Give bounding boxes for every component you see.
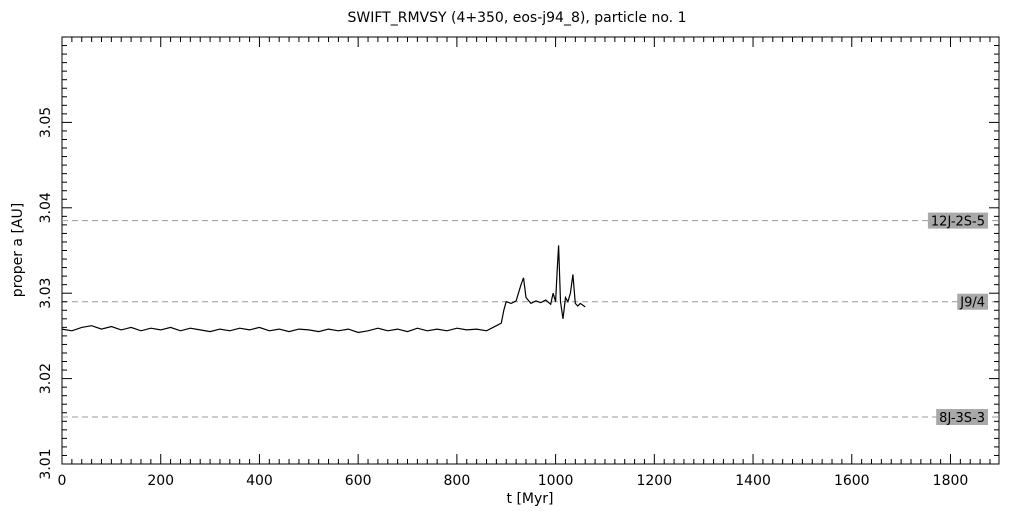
x-tick-label: 0 [58,473,67,489]
resonance-label-box [927,212,988,229]
resonance-labels: 12J-2S-5 J9/4 8J-3S-3 [927,212,988,426]
resonance-label-text: J9/4 [959,296,985,311]
axis-ticks [61,37,999,465]
resonance-label: 12J-2S-5 [927,212,988,230]
resonance-label-box [936,409,988,426]
resonance-label-text: 8J-3S-3 [939,411,985,426]
y-axis-label: proper a [AU] [10,203,26,297]
x-tick-label: 1800 [933,473,969,489]
resonance-label-text: 12J-2S-5 [931,215,985,230]
x-tick-label: 400 [246,473,273,489]
x-tick-label: 1600 [834,473,870,489]
x-tick-label: 1200 [636,473,672,489]
x-tick-label: 1400 [735,473,771,489]
y-tick-label: 3.02 [38,363,54,394]
resonance-label-box [957,293,988,310]
y-tick-label: 3.05 [38,107,54,138]
x-tick-label: 800 [444,473,471,489]
resonance-label: 8J-3S-3 [936,409,988,426]
x-tick-label: 1000 [538,473,574,489]
resonance-label: J9/4 [957,293,988,311]
x-axis-label: t [Myr] [507,491,554,507]
series-line-proper-a [61,245,586,334]
chart-title: SWIFT_RMVSY (4+350, eos-j94_8), particle… [348,10,687,26]
x-tick-label: 200 [147,473,174,489]
y-tick-label: 3.01 [38,448,54,479]
y-tick-label: 3.03 [38,278,54,309]
resonance-lines [62,220,999,418]
plot-frame [61,36,1000,465]
x-tick-label: 600 [345,473,372,489]
tick-labels: 0 200 400 600 800 1000 1200 1400 1600 1800 3.01 3.0… [38,107,968,489]
y-tick-label: 3.04 [38,192,54,223]
